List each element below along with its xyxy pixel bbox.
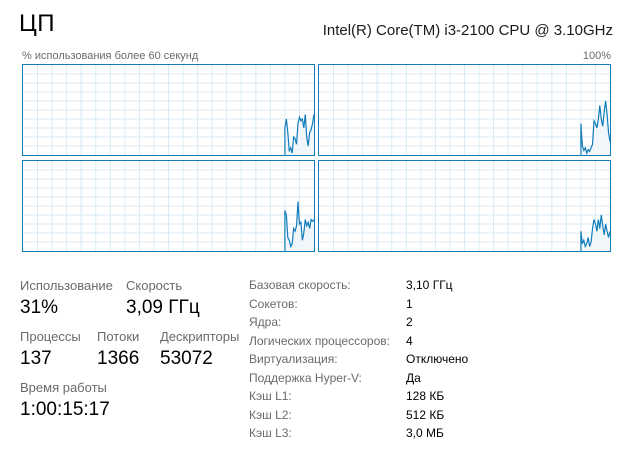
detail-value: 3,10 ГГц <box>406 278 453 292</box>
cpu-graph-plot <box>319 161 610 251</box>
detail-row-cores: Ядра: 2 <box>249 315 609 334</box>
graph-caption: % использования более 60 секунд <box>22 50 199 62</box>
utilization-value: 31% <box>20 297 59 318</box>
detail-row-cache-l3: Кэш L3: 3,0 МБ <box>249 426 609 445</box>
cpu-graph-plot <box>23 65 314 155</box>
detail-key: Сокетов: <box>249 296 298 311</box>
cpu-graph-core-3[interactable] <box>318 160 611 252</box>
usage-line <box>284 114 314 155</box>
detail-row-logical-processors: Логических процессоров: 4 <box>249 334 609 353</box>
detail-key: Кэш L1: <box>249 389 292 403</box>
usage-line <box>284 201 314 251</box>
detail-value: 3,0 МБ <box>406 426 444 440</box>
cpu-graphs-grid[interactable] <box>22 64 612 254</box>
graph-max-label: 100% <box>582 50 611 62</box>
handles-label: Дескрипторы <box>160 329 240 344</box>
usage-area <box>580 215 610 251</box>
detail-row-hyper-v: Поддержка Hyper-V: Да <box>249 371 609 390</box>
uptime-label: Время работы <box>20 380 107 395</box>
cpu-graph-core-1[interactable] <box>318 64 611 156</box>
handles-value: 53072 <box>160 348 213 369</box>
processes-label: Процессы <box>20 329 81 344</box>
detail-key: Поддержка Hyper-V: <box>249 370 362 385</box>
usage-area <box>284 114 314 155</box>
speed-value: 3,09 ГГц <box>126 297 200 318</box>
cpu-details-table: Базовая скорость: 3,10 ГГц Сокетов: 1 Яд… <box>249 278 609 445</box>
detail-value: 512 КБ <box>406 407 445 422</box>
detail-row-base-speed: Базовая скорость: 3,10 ГГц <box>249 278 609 297</box>
cpu-model-name: Intel(R) Core(TM) i3-2100 CPU @ 3.10GHz <box>322 22 613 39</box>
detail-row-cache-l1: Кэш L1: 128 КБ <box>249 389 609 408</box>
threads-value: 1366 <box>97 348 140 369</box>
detail-value: Да <box>406 370 421 385</box>
cpu-graph-plot <box>319 65 610 155</box>
utilization-label: Использование <box>20 278 113 293</box>
detail-row-cache-l2: Кэш L2: 512 КБ <box>249 408 609 427</box>
detail-value: Отключено <box>406 352 469 366</box>
detail-key: Кэш L3: <box>249 426 292 440</box>
detail-row-sockets: Сокетов: 1 <box>249 297 609 316</box>
detail-value: 2 <box>406 315 413 329</box>
detail-row-virtualization: Виртуализация: Отключено <box>249 352 609 371</box>
detail-value: 4 <box>406 333 413 348</box>
page-title: ЦП <box>19 10 56 37</box>
speed-label: Скорость <box>126 278 183 293</box>
uptime-value: 1:00:15:17 <box>20 399 110 420</box>
cpu-graph-plot <box>23 161 314 251</box>
usage-area <box>284 201 314 251</box>
usage-line <box>580 100 610 155</box>
threads-label: Потоки <box>97 329 140 344</box>
cpu-graph-core-0[interactable] <box>22 64 315 156</box>
detail-key: Логических процессоров: <box>249 333 390 348</box>
detail-key: Кэш L2: <box>249 407 292 422</box>
cpu-graph-core-2[interactable] <box>22 160 315 252</box>
detail-key: Ядра: <box>249 315 282 329</box>
processes-value: 137 <box>20 348 52 369</box>
usage-line <box>580 214 610 251</box>
detail-value: 1 <box>406 296 413 311</box>
detail-value: 128 КБ <box>406 389 445 403</box>
detail-key: Базовая скорость: <box>249 278 351 292</box>
detail-key: Виртуализация: <box>249 352 338 366</box>
usage-area <box>580 101 610 155</box>
